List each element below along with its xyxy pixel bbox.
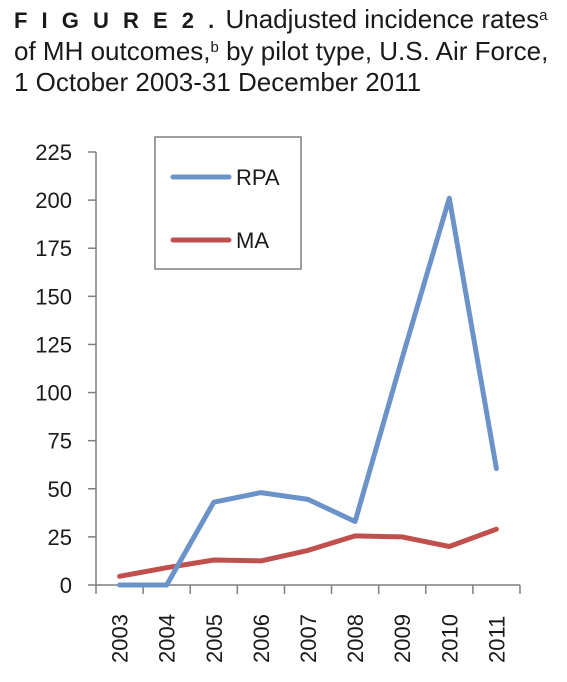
y-tick-label: 125 [35,332,72,357]
legend-label-rpa: RPA [236,165,280,190]
x-tick-label: 2008 [343,614,368,663]
figure-title: F I G U R E 2 . Unadjusted incidence rat… [14,4,559,98]
x-tick-label: 2005 [202,614,227,663]
x-tick-label: 2004 [155,614,180,663]
chart-legend: RPA MA [154,136,302,270]
footnote-marker-a: a [539,7,548,24]
y-tick-label: 175 [35,236,72,261]
y-tick-label: 75 [48,429,72,454]
title-part-2: of MH outcomes, [14,36,211,66]
y-tick-label: 225 [35,140,72,165]
y-tick-label: 100 [35,381,72,406]
series-lines [117,195,499,588]
y-tick-label: 150 [35,284,72,309]
series-line-rpa [117,195,499,588]
x-tick-label: 2010 [437,614,462,663]
series-line-ma [117,526,499,579]
y-axis-ticks: 0 25 50 75 100 125 150 175 200 225 [35,140,96,598]
figure-label: F I G U R E 2 . [14,8,219,33]
y-tick-label: 50 [48,477,72,502]
y-tick-label: 200 [35,188,72,213]
x-tick-label: 2009 [390,614,415,663]
x-tick-label: 2007 [296,614,321,663]
title-part-1: Unadjusted incidence rates [225,4,540,34]
y-tick-label: 0 [60,573,72,598]
x-tick-label: 2006 [249,614,274,663]
x-tick-label: 2011 [484,616,509,663]
footnote-marker-b: b [210,39,219,56]
title-part-3: by pilot type, U.S. Air Force, 1 October… [14,36,549,97]
legend-label-ma: MA [236,228,269,253]
x-axis-ticks: 2003 2004 2005 2006 2007 2008 2009 2010 2011 [95,585,521,663]
legend-box [154,136,302,270]
x-tick-label: 2003 [108,614,133,663]
y-tick-label: 25 [48,525,72,550]
